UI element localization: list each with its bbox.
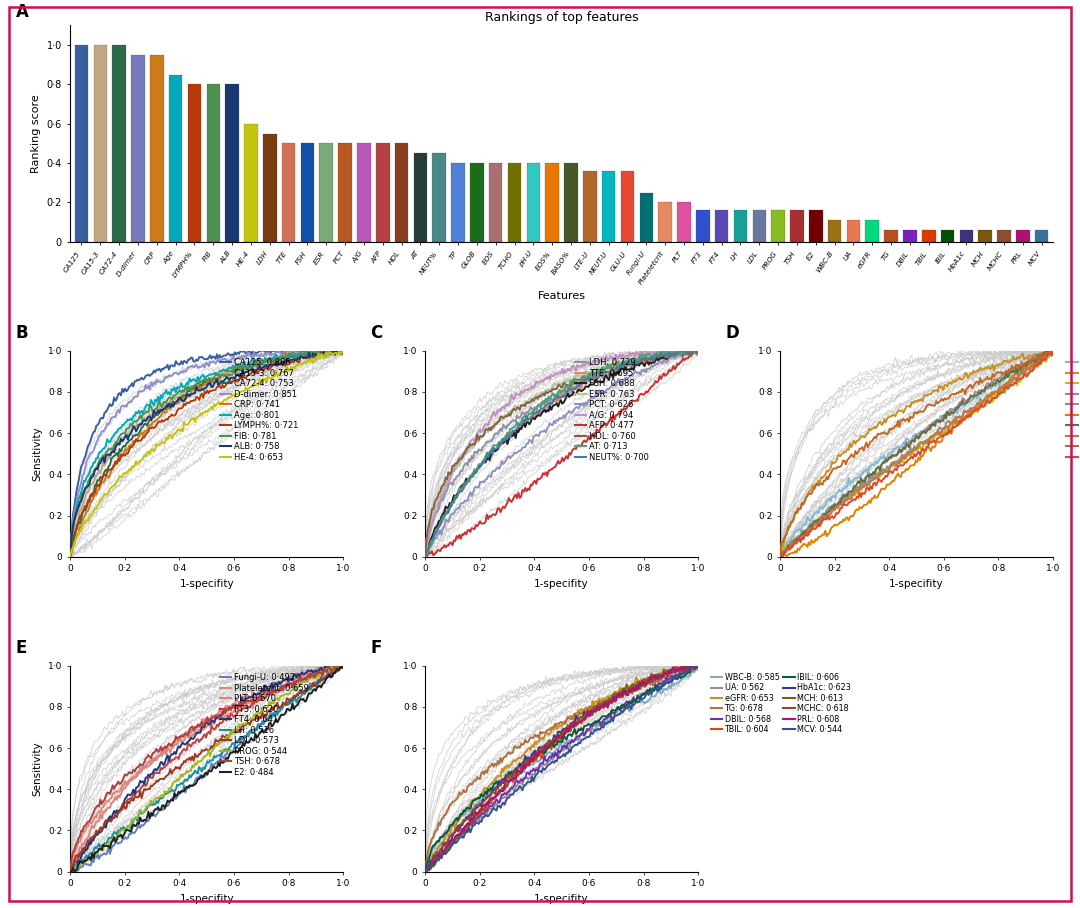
Bar (188, 84, 201, 242)
Bar (527, 163, 540, 242)
Bar (753, 211, 766, 242)
Bar (922, 230, 935, 242)
Bar (809, 211, 823, 242)
Bar (828, 220, 841, 242)
Bar (1035, 230, 1049, 242)
Legend: LDH: 0·729, TTE: 0·695, FSH: 0·688, ESR: 0·763, PCT: 0·626, A/G: 0·794, AFP: 0·4: LDH: 0·729, TTE: 0·695, FSH: 0·688, ESR:… (571, 355, 652, 465)
Bar (583, 171, 596, 242)
Text: F: F (370, 639, 382, 657)
Bar (282, 143, 295, 242)
Bar (112, 45, 126, 242)
Bar (432, 153, 446, 242)
Bar (395, 143, 408, 242)
Bar (150, 54, 163, 242)
Bar (941, 230, 955, 242)
Text: D: D (726, 324, 739, 342)
Bar (94, 45, 107, 242)
Bar (659, 202, 672, 242)
Legend: Fungi-U: 0·492, Plateletcrit: 0·659, PLT: 0·670, FT3: 0·620, FT4: 0·641, LH: 0·5: Fungi-U: 0·492, Plateletcrit: 0·659, PLT… (216, 670, 312, 780)
Bar (639, 192, 653, 242)
Bar (677, 202, 691, 242)
Bar (696, 211, 710, 242)
Bar (960, 230, 973, 242)
Bar (715, 211, 728, 242)
Y-axis label: Sensitivity: Sensitivity (32, 427, 42, 481)
Bar (847, 220, 860, 242)
Text: C: C (370, 324, 382, 342)
Bar (300, 143, 314, 242)
Bar (75, 45, 89, 242)
X-axis label: Features: Features (538, 291, 585, 301)
Bar (978, 230, 993, 242)
Bar (338, 143, 352, 242)
Bar (733, 211, 747, 242)
Bar (564, 163, 578, 242)
Bar (451, 163, 464, 242)
Text: B: B (15, 324, 28, 342)
Bar (357, 143, 370, 242)
Bar (489, 163, 502, 242)
Bar (226, 84, 239, 242)
Bar (264, 133, 276, 242)
Bar (320, 143, 333, 242)
X-axis label: 1-specifity: 1-specifity (179, 579, 234, 589)
Bar (244, 123, 258, 242)
Bar (602, 171, 616, 242)
Y-axis label: Ranking score: Ranking score (31, 94, 41, 173)
Bar (1016, 230, 1029, 242)
Bar (903, 230, 917, 242)
Legend: TP: 0·568, GLOB: 0·692, EOS: 0·512, TCHO: 0·556, pH-U: 0·526, EOS%: 0·477, BASO%: TP: 0·568, GLOB: 0·692, EOS: 0·512, TCHO… (1063, 355, 1080, 465)
X-axis label: 1-specifity: 1-specifity (889, 579, 944, 589)
Bar (206, 84, 220, 242)
Bar (131, 54, 145, 242)
Legend: CA125: 0·886, CA15-3: 0·767, CA72-4: 0·753, D-dimer: 0·851, CRP: 0·741, Age: 0·8: CA125: 0·886, CA15-3: 0·767, CA72-4: 0·7… (216, 355, 301, 465)
Bar (376, 143, 390, 242)
Bar (885, 230, 897, 242)
Bar (168, 74, 183, 242)
Bar (470, 163, 484, 242)
Title: Rankings of top features: Rankings of top features (485, 11, 638, 25)
Legend: WBC-B: 0·585, UA: 0·562, eGFR: 0·653, TG: 0·678, DBIL: 0·568, TBIL: 0·604, IBIL:: WBC-B: 0·585, UA: 0·562, eGFR: 0·653, TG… (707, 670, 854, 737)
Bar (997, 230, 1011, 242)
Text: A: A (16, 3, 29, 21)
Bar (621, 171, 634, 242)
X-axis label: 1-specifity: 1-specifity (535, 579, 589, 589)
X-axis label: 1-specifity: 1-specifity (535, 893, 589, 903)
Bar (414, 153, 428, 242)
Bar (508, 163, 522, 242)
Bar (545, 163, 559, 242)
X-axis label: 1-specifity: 1-specifity (179, 893, 234, 903)
Bar (771, 211, 785, 242)
Text: E: E (15, 639, 27, 657)
Bar (791, 211, 804, 242)
Bar (865, 220, 879, 242)
Y-axis label: Sensitivity: Sensitivity (32, 741, 42, 796)
